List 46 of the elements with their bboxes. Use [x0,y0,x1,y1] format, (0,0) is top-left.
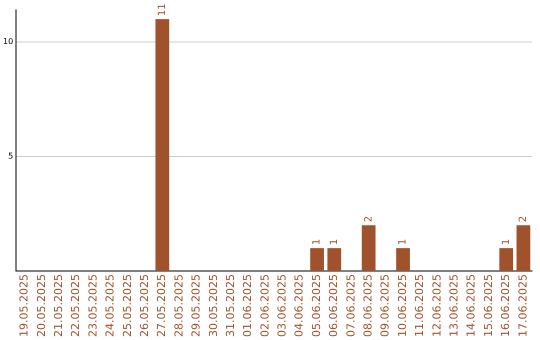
x-tick-label: 07.06.2025 [344,274,358,338]
x-tick-label: 14.06.2025 [464,274,478,338]
x-tick-label: 11.06.2025 [413,274,426,338]
bar [499,248,514,272]
data-label: 1 [500,238,512,246]
x-tick-label: 05.06.2025 [310,274,323,338]
x-tick-label: 20.05.2025 [34,274,48,338]
data-label: 1 [328,238,340,246]
bar [155,19,170,272]
x-tick-label: 02.06.2025 [258,274,272,338]
x-tick-label: 26.05.2025 [138,274,151,338]
x-tick-label: 13.06.2025 [447,274,460,338]
x-tick-label: 29.05.2025 [190,274,203,338]
x-tick-label: 16.06.2025 [499,274,512,338]
data-label: 2 [518,216,529,222]
x-tick-label: 21.05.2025 [52,274,66,338]
data-label: 1 [312,238,323,246]
x-tick-label: 17.06.2025 [516,274,530,338]
x-tick-label: 10.06.2025 [396,274,409,338]
x-tick-label: 01.06.2025 [241,274,254,338]
x-tick-label: 09.06.2025 [378,274,392,338]
x-tick-label: 27.05.2025 [155,274,168,338]
bar [327,248,342,272]
data-label: 11 [156,3,168,16]
x-tick-label: 03.06.2025 [276,274,289,338]
data-label: 1 [398,238,409,246]
x-tick-label: 30.05.2025 [206,274,220,338]
x-tick-label: 06.06.2025 [327,274,340,338]
x-tick-label: 19.05.2025 [18,274,31,338]
bar [396,248,410,272]
y-tick-label: 10 [2,37,14,46]
x-tick-label: 31.05.2025 [224,274,237,338]
x-tick-label: 25.05.2025 [120,274,134,338]
bar [516,225,530,272]
x-tick-label: 28.05.2025 [172,274,186,338]
x-tick-label: 15.06.2025 [482,274,495,338]
x-tick-label: 04.06.2025 [292,274,306,338]
x-tick-label: 24.05.2025 [104,274,117,338]
x-tick-label: 08.06.2025 [362,274,375,338]
bar [310,248,324,272]
y-tick-label: 5 [8,152,14,161]
data-label: 2 [363,216,374,222]
x-tick-label: 12.06.2025 [430,274,444,338]
x-tick-label: 22.05.2025 [69,274,82,338]
bar [362,225,376,272]
x-tick-label: 23.05.2025 [86,274,100,338]
